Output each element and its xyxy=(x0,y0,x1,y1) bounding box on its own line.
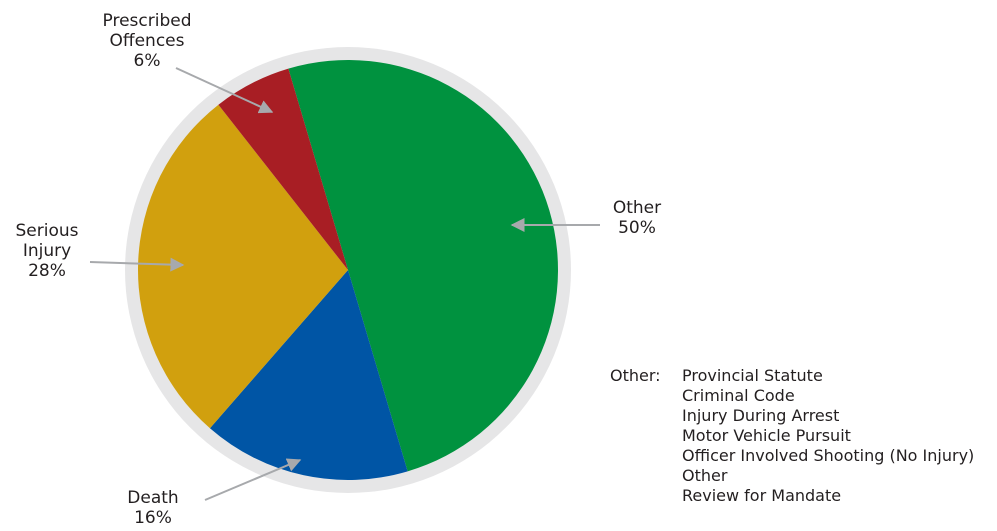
note-list: Provincial Statute Criminal Code Injury … xyxy=(682,366,974,506)
label-other-percent: 50% xyxy=(618,218,656,238)
note-item-injury-during-arrest: Injury During Arrest xyxy=(682,406,840,425)
pie-slices xyxy=(137,59,558,480)
arrow-serious-injury xyxy=(89,257,185,272)
label-arrows xyxy=(89,67,600,501)
label-death-percent: 16% xyxy=(134,508,172,528)
note-item-other: Other xyxy=(682,466,728,485)
label-serious-injury-line: Injury xyxy=(23,241,71,261)
note-item-provincial-statute: Provincial Statute xyxy=(682,366,823,385)
label-prescribed-offences-percent: 6% xyxy=(134,51,161,71)
label-other: Other 50% xyxy=(613,198,661,238)
arrow-prescribed-offences xyxy=(175,67,274,114)
label-prescribed-offences: Prescribed Offences 6% xyxy=(103,11,192,71)
label-prescribed-offences-line: Prescribed xyxy=(103,11,192,31)
note-item-criminal-code: Criminal Code xyxy=(682,386,795,405)
note-item-review-for-mandate: Review for Mandate xyxy=(682,486,842,505)
pie-slice-serious-injury xyxy=(137,104,348,429)
label-prescribed-offences-line: Offences xyxy=(110,31,185,51)
pie-slice-prescribed-offences xyxy=(218,68,348,270)
label-other-line: Other xyxy=(613,198,661,218)
pie-slice-death xyxy=(209,270,408,480)
arrow-death xyxy=(204,458,302,501)
label-serious-injury: Serious Injury 28% xyxy=(16,221,79,281)
note-item-officer-involved-shooting: Officer Involved Shooting (No Injury) xyxy=(682,446,975,465)
label-serious-injury-line: Serious xyxy=(16,221,79,241)
note-item-motor-vehicle-pursuit: Motor Vehicle Pursuit xyxy=(682,426,851,445)
note-key: Other: xyxy=(610,366,661,385)
label-death: Death 16% xyxy=(127,488,178,528)
label-death-line: Death xyxy=(127,488,178,508)
pie-slice-other xyxy=(288,59,558,472)
slice-labels: Other 50% Death 16% Serious Injury 28% Prescrib… xyxy=(16,11,662,528)
label-serious-injury-percent: 28% xyxy=(28,261,66,281)
